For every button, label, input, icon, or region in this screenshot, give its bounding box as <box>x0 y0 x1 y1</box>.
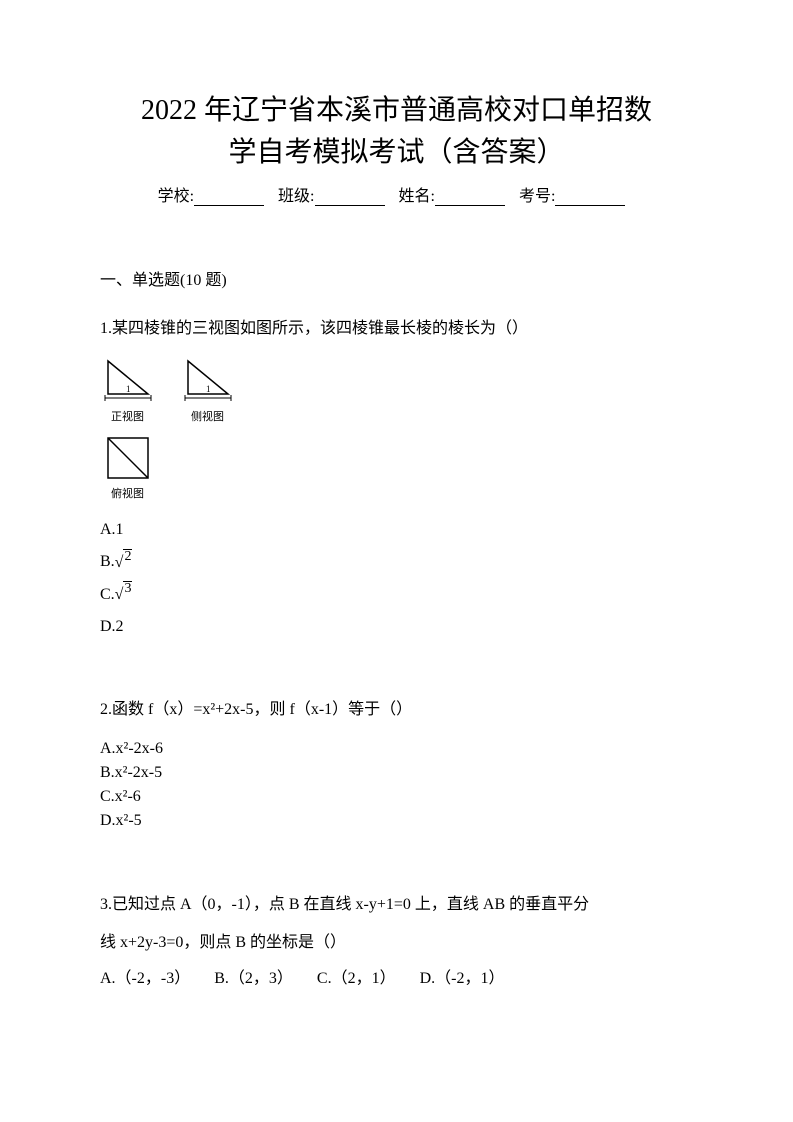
sqrt-3-icon: √3 <box>115 579 133 611</box>
q3-option-b: B.（2，3） <box>214 963 293 995</box>
q1-option-a: A.1 <box>100 514 693 546</box>
q2-option-c: C.x²-6 <box>100 785 693 809</box>
examno-blank[interactable] <box>555 188 625 206</box>
sqrt-2-icon: √2 <box>115 547 133 579</box>
q2-text: 2.函数 f（x）=x²+2x-5，则 f（x-1）等于（） <box>100 696 693 725</box>
class-label: 班级: <box>278 188 314 205</box>
q1-option-d: D.2 <box>100 611 693 643</box>
q2-option-b: B.x²-2x-5 <box>100 761 693 785</box>
q1-option-b: B.√2 <box>100 546 693 578</box>
svg-text:1: 1 <box>126 384 131 394</box>
question-1: 1.某四棱锥的三视图如图所示，该四棱锥最长棱的棱长为（） 1 正视图 <box>100 315 693 643</box>
name-label: 姓名: <box>399 188 435 205</box>
q1-option-c: C.√3 <box>100 579 693 611</box>
svg-text:1: 1 <box>206 384 211 394</box>
q2-options: A.x²-2x-6 B.x²-2x-5 C.x²-6 D.x²-5 <box>100 737 693 833</box>
front-view-svg: 1 <box>100 356 155 406</box>
title-line-2: 学自考模拟考试（含答案） <box>100 132 693 174</box>
q1-b-val: 2 <box>123 549 132 564</box>
q1-options: A.1 B.√2 C.√3 D.2 <box>100 514 693 643</box>
q1-text: 1.某四棱锥的三视图如图所示，该四棱锥最长棱的棱长为（） <box>100 315 693 344</box>
q3-option-a: A.（-2，-3） <box>100 963 190 995</box>
q1-c-val: 3 <box>123 581 132 596</box>
q1-c-prefix: C. <box>100 586 115 603</box>
examno-label: 考号: <box>519 188 555 205</box>
q3-text-line2: 线 x+2y-3=0，则点 B 的坐标是（） <box>100 924 693 962</box>
front-view-item: 1 正视图 <box>100 356 155 428</box>
student-info-line: 学校: 班级: 姓名: 考号: <box>100 182 693 206</box>
exam-title: 2022 年辽宁省本溪市普通高校对口单招数 学自考模拟考试（含答案） <box>100 90 693 174</box>
q2-option-d: D.x²-5 <box>100 809 693 833</box>
q3-option-c: C.（2，1） <box>317 963 396 995</box>
side-view-label: 侧视图 <box>191 408 224 428</box>
q2-option-a: A.x²-2x-6 <box>100 737 693 761</box>
views-row-2: 俯视图 <box>100 433 693 505</box>
question-3: 3.已知过点 A（0，-1），点 B 在直线 x-y+1=0 上，直线 AB 的… <box>100 886 693 995</box>
school-label: 学校: <box>158 188 194 205</box>
side-view-item: 1 侧视图 <box>180 356 235 428</box>
top-view-label: 俯视图 <box>111 485 144 505</box>
front-view-label: 正视图 <box>111 408 144 428</box>
q3-options: A.（-2，-3） B.（2，3） C.（2，1） D.（-2，1） <box>100 963 693 995</box>
title-line-1: 2022 年辽宁省本溪市普通高校对口单招数 <box>100 90 693 132</box>
q1-views: 1 正视图 1 侧视图 <box>100 356 693 505</box>
name-blank[interactable] <box>435 188 505 206</box>
school-blank[interactable] <box>194 188 264 206</box>
q3-option-d: D.（-2，1） <box>420 963 505 995</box>
section-1-header: 一、单选题(10 题) <box>100 266 693 290</box>
question-2: 2.函数 f（x）=x²+2x-5，则 f（x-1）等于（） A.x²-2x-6… <box>100 696 693 833</box>
views-row-1: 1 正视图 1 侧视图 <box>100 356 693 428</box>
top-view-item: 俯视图 <box>100 433 155 505</box>
q1-b-prefix: B. <box>100 553 115 570</box>
top-view-svg <box>100 433 155 483</box>
q3-text-line1: 3.已知过点 A（0，-1），点 B 在直线 x-y+1=0 上，直线 AB 的… <box>100 886 693 924</box>
class-blank[interactable] <box>315 188 385 206</box>
side-view-svg: 1 <box>180 356 235 406</box>
